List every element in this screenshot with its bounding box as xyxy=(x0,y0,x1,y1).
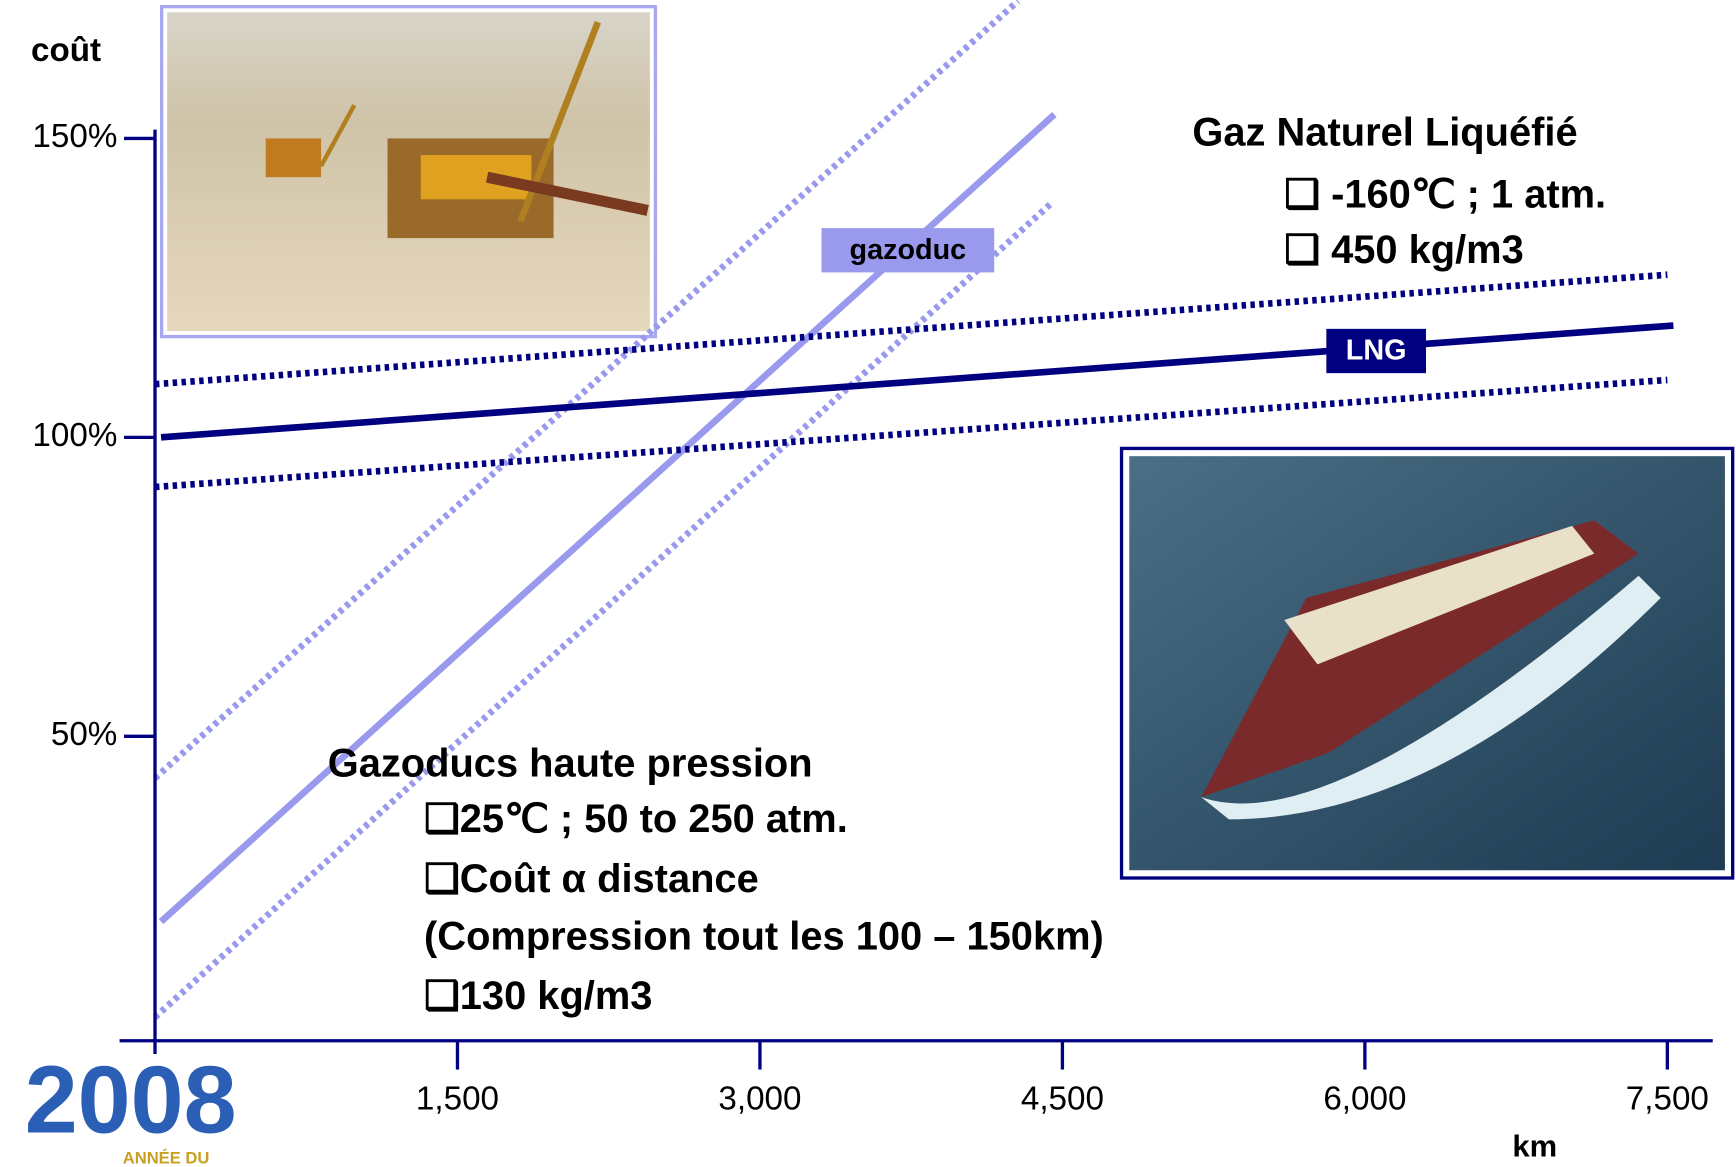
pipeline-photo xyxy=(159,5,658,339)
series-label-box xyxy=(1326,328,1426,374)
pipe-item: ❑130 kg/m3 xyxy=(424,974,652,1018)
y-tick-label: 150% xyxy=(32,118,117,155)
pipe-item: ❑Coût α distance xyxy=(424,857,759,901)
series-label: LNG xyxy=(1346,335,1407,367)
pipe-item: ❑25℃ ; 50 to 250 atm. xyxy=(424,797,848,841)
logo-caption: ANNÉE DU xyxy=(123,1149,210,1167)
logo-year: 2008 xyxy=(25,1047,237,1153)
x-tick-label: 6,000 xyxy=(1323,1080,1406,1117)
plot: 50% 100% 150% 1,500 3,000 4,500 6,000 7,500 gazo… xyxy=(32,0,1709,1117)
series-label-box xyxy=(821,228,995,273)
x-tick-label: 1,500 xyxy=(416,1080,499,1117)
range-line xyxy=(152,0,1021,781)
x-axis-label: km xyxy=(1512,1128,1557,1163)
x-tick-label: 3,000 xyxy=(718,1080,801,1117)
series-label: gazoduc xyxy=(850,234,967,266)
series-line xyxy=(160,322,1674,441)
lng-title: Gaz Naturel Liquéfié xyxy=(1192,111,1577,155)
x-tick-label: 7,500 xyxy=(1626,1080,1709,1117)
lng-item: ❑ -160℃ ; 1 atm. xyxy=(1284,173,1606,217)
lng-item: ❑ 450 kg/m3 xyxy=(1284,228,1524,272)
y-axis-label: coût xyxy=(31,32,101,69)
ship-photo xyxy=(1119,446,1735,880)
pipe-item: (Compression tout les 100 – 150km) xyxy=(424,914,1104,958)
pipe-title: Gazoducs haute pression xyxy=(328,742,813,786)
y-tick-label: 100% xyxy=(32,417,117,454)
x-tick-label: 4,500 xyxy=(1021,1080,1104,1117)
y-tick-label: 50% xyxy=(51,716,117,753)
range-line xyxy=(152,201,1053,1020)
